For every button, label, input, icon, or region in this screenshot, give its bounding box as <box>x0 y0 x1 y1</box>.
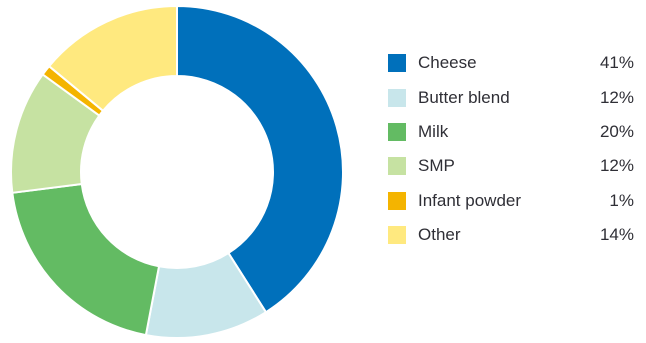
donut-slice-other <box>47 4 178 113</box>
legend-value-cheese: 41% <box>599 53 634 73</box>
legend-item-cheese: Cheese 41% <box>388 46 638 80</box>
legend-label-smp: SMP <box>418 156 455 176</box>
legend-label-milk: Milk <box>418 121 449 141</box>
legend: Cheese 41% Butter blend 12% Milk 20% SMP… <box>388 46 638 252</box>
donut-slice-cheese <box>176 4 344 314</box>
legend-item-milk: Milk 20% <box>388 115 638 149</box>
legend-value-infant-powder: 1% <box>609 190 634 210</box>
legend-value-butter-blend: 12% <box>599 87 634 107</box>
legend-value-other: 14% <box>599 225 634 245</box>
donut-slice-milk <box>11 182 161 337</box>
legend-label-other: Other <box>418 225 461 245</box>
legend-swatch-cheese <box>388 54 406 73</box>
legend-label-infant-powder: Infant powder <box>418 190 522 210</box>
legend-value-smp: 12% <box>599 156 634 176</box>
legend-item-butter-blend: Butter blend 12% <box>388 80 638 114</box>
legend-label-butter-blend: Butter blend <box>418 87 510 107</box>
legend-value-milk: 20% <box>599 121 634 141</box>
legend-swatch-infant-powder <box>388 191 406 210</box>
legend-swatch-smp <box>388 157 406 176</box>
legend-swatch-other <box>388 226 406 245</box>
legend-swatch-butter-blend <box>388 88 406 107</box>
legend-label-cheese: Cheese <box>418 53 477 73</box>
legend-item-smp: SMP 12% <box>388 149 638 183</box>
legend-swatch-milk <box>388 122 406 141</box>
legend-item-infant-powder: Infant powder 1% <box>388 184 638 218</box>
legend-item-other: Other 14% <box>388 218 638 252</box>
donut-chart <box>10 4 344 339</box>
